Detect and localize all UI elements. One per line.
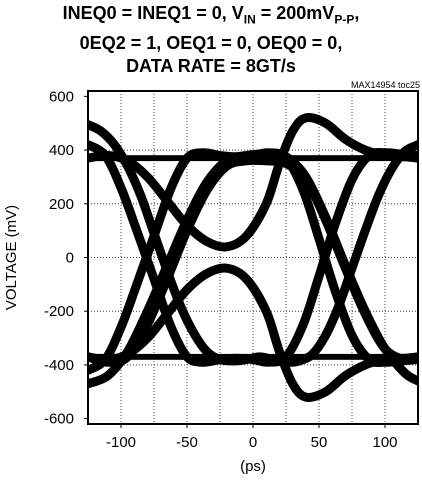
y-tick-label: -200 <box>44 303 74 320</box>
figure-source-id: MAX14954 toc25 <box>350 80 420 90</box>
chart-title-part: DATA RATE = 8GT/s <box>126 55 296 76</box>
chart-title-part: INEQ0 = INEQ1 = 0, V <box>62 3 244 23</box>
x-tick-label: 0 <box>249 434 257 451</box>
y-tick-label: 400 <box>49 142 74 159</box>
chart-title-line-3: DATA RATE = 8GT/s <box>0 55 422 78</box>
eye-trace <box>88 148 418 375</box>
eye-trace <box>88 113 418 252</box>
chart-title-part: IN <box>243 12 256 27</box>
y-axis-label: VOLTAGE (mV) <box>3 205 20 310</box>
y-tick-label: -600 <box>44 411 74 428</box>
chart-title-part: P-P <box>334 12 355 27</box>
eye-trace <box>88 140 418 367</box>
chart-title: INEQ0 = INEQ1 = 0, VIN = 200mVP-P, 0EQ2 … <box>0 2 422 78</box>
axis-ticks: -600 -400 -200 0 200 400 600 -100 -50 0 50 100 <box>44 88 398 451</box>
y-tick-label: -400 <box>44 357 74 374</box>
y-tick-label: 0 <box>66 250 74 267</box>
eye-trace <box>88 155 418 367</box>
chart-title-part: = 200mV <box>255 3 335 23</box>
y-tick-label: 600 <box>49 88 74 105</box>
eye-trace <box>88 263 418 402</box>
x-axis-label: (ps) <box>240 458 266 475</box>
chart-title-line-2: 0EQ2 = 1, OEQ1 = 0, OEQ0 = 0, <box>0 32 422 55</box>
x-tick-label: 50 <box>311 434 328 451</box>
x-tick-label: 100 <box>372 434 397 451</box>
chart-title-part: 0EQ2 = 1, OEQ1 = 0, OEQ0 = 0, <box>79 32 343 53</box>
x-tick-label: -50 <box>176 434 198 451</box>
x-tick-label: -100 <box>106 434 136 451</box>
eye-traces <box>88 113 418 402</box>
chart-title-part: , <box>354 3 360 23</box>
grid <box>88 91 418 424</box>
chart-title-line-1: INEQ0 = INEQ1 = 0, VIN = 200mVP-P, <box>0 2 422 32</box>
y-tick-label: 200 <box>49 196 74 213</box>
